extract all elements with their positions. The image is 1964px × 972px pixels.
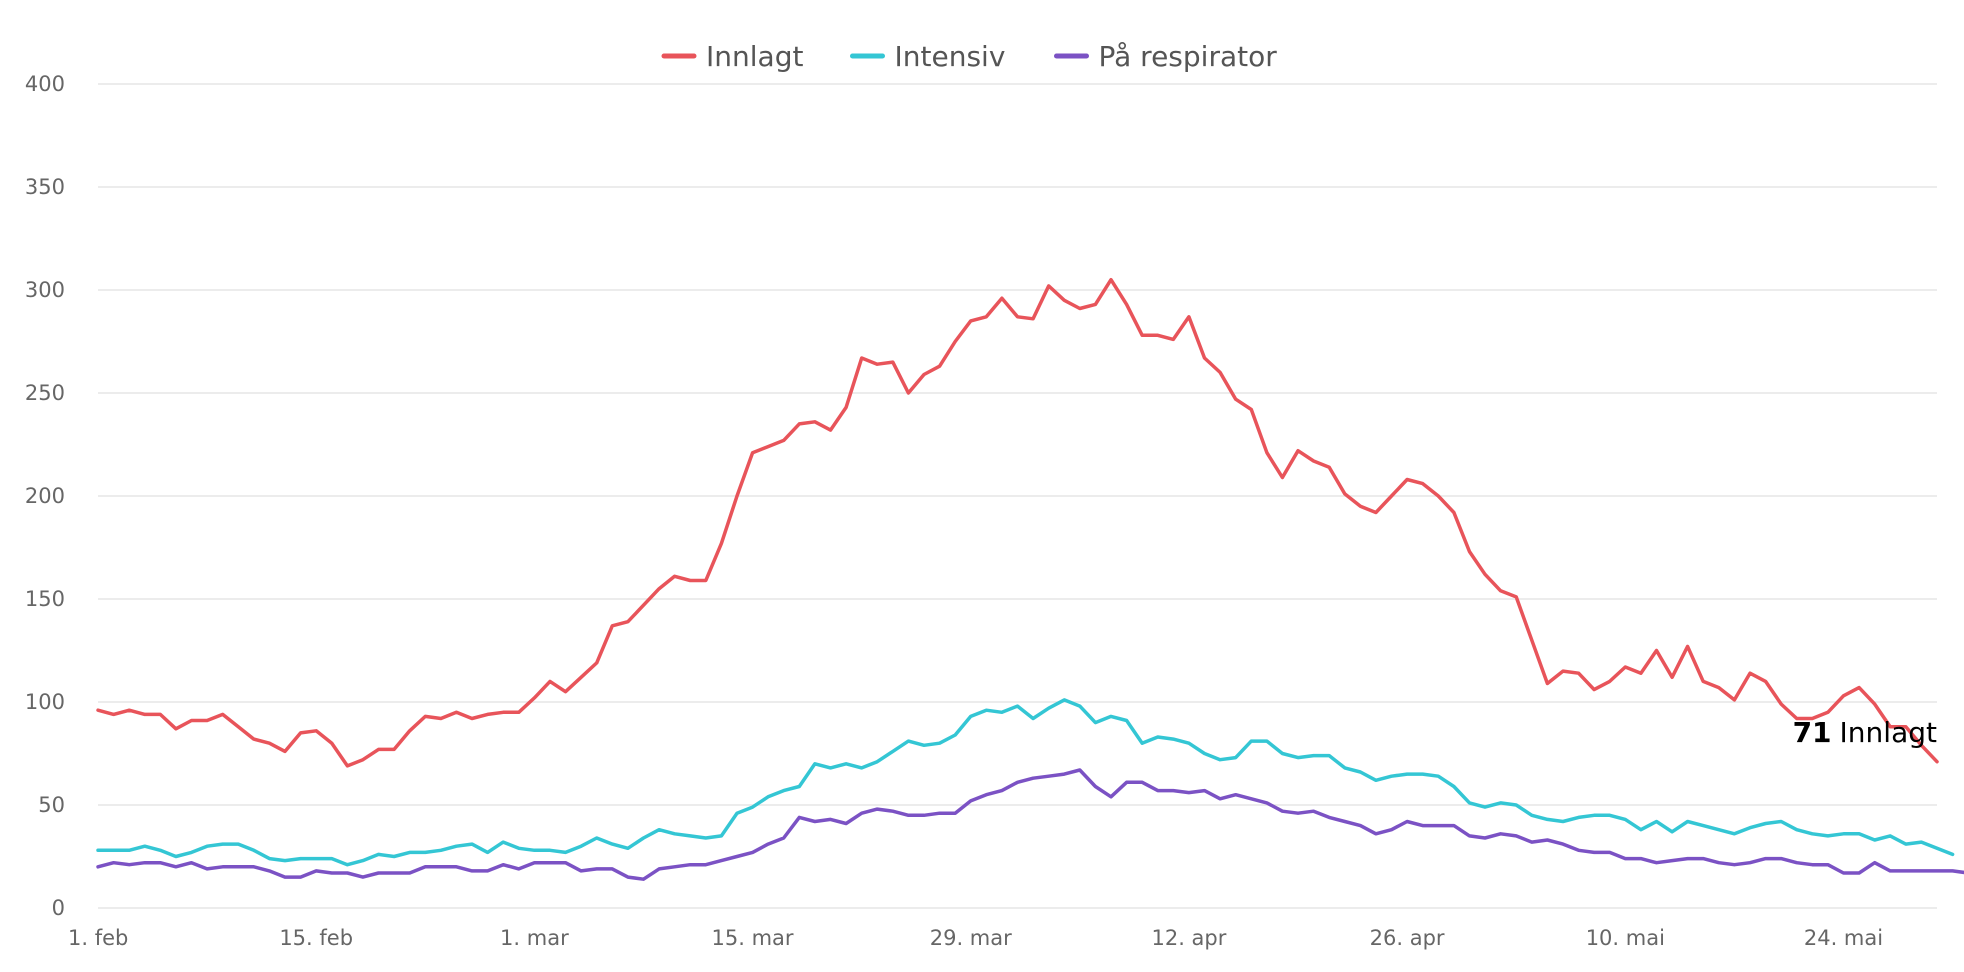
y-tick-label: 0 [52,896,65,920]
x-tick-label: 15. feb [279,926,353,950]
x-axis: 1. feb 15. feb 1. mar 15. mar 29. mar 12. apr… [68,926,1883,950]
legend-label: Innlagt [706,40,803,73]
series-line-intensiv[interactable] [96,698,1955,867]
x-tick-label: 10. mai [1586,926,1665,950]
end-label-series: Innlagt [1840,716,1937,749]
y-tick-label: 250 [25,381,65,405]
series-line-innlagt[interactable] [96,277,1939,768]
series-lines [96,277,1964,881]
legend-label: Intensiv [895,40,1006,73]
y-tick-label: 150 [25,587,65,611]
legend[interactable]: Innlagt Intensiv På respirator [661,40,1278,73]
series-line-p-respirator[interactable] [96,768,1964,881]
y-tick-label: 100 [25,690,65,714]
end-annotation: 71 Innlagt [1793,716,1937,749]
y-tick-label: 200 [25,484,65,508]
end-label-value: 71 [1793,716,1832,749]
end-label: 71 Innlagt [1793,716,1937,749]
y-tick-label: 350 [25,175,65,199]
legend-item-intensiv[interactable]: Intensiv [850,40,1006,73]
gridlines [98,83,1937,909]
x-tick-label: 24. mai [1804,926,1883,950]
legend-item-innlagt[interactable]: Innlagt [661,40,803,73]
x-tick-label: 15. mar [712,926,794,950]
y-tick-label: 300 [25,278,65,302]
legend-item-p-respirator[interactable]: På respirator [1054,40,1278,73]
x-tick-label: 26. apr [1370,926,1445,950]
x-tick-label: 29. mar [930,926,1012,950]
x-tick-label: 1. mar [500,926,569,950]
y-tick-label: 400 [25,72,65,96]
x-tick-label: 12. apr [1151,926,1226,950]
y-tick-label: 50 [38,793,65,817]
legend-label: På respirator [1099,40,1278,73]
x-tick-label: 1. feb [68,926,128,950]
y-axis: 0 50 100 150 200 250 300 350 400 [25,72,65,920]
